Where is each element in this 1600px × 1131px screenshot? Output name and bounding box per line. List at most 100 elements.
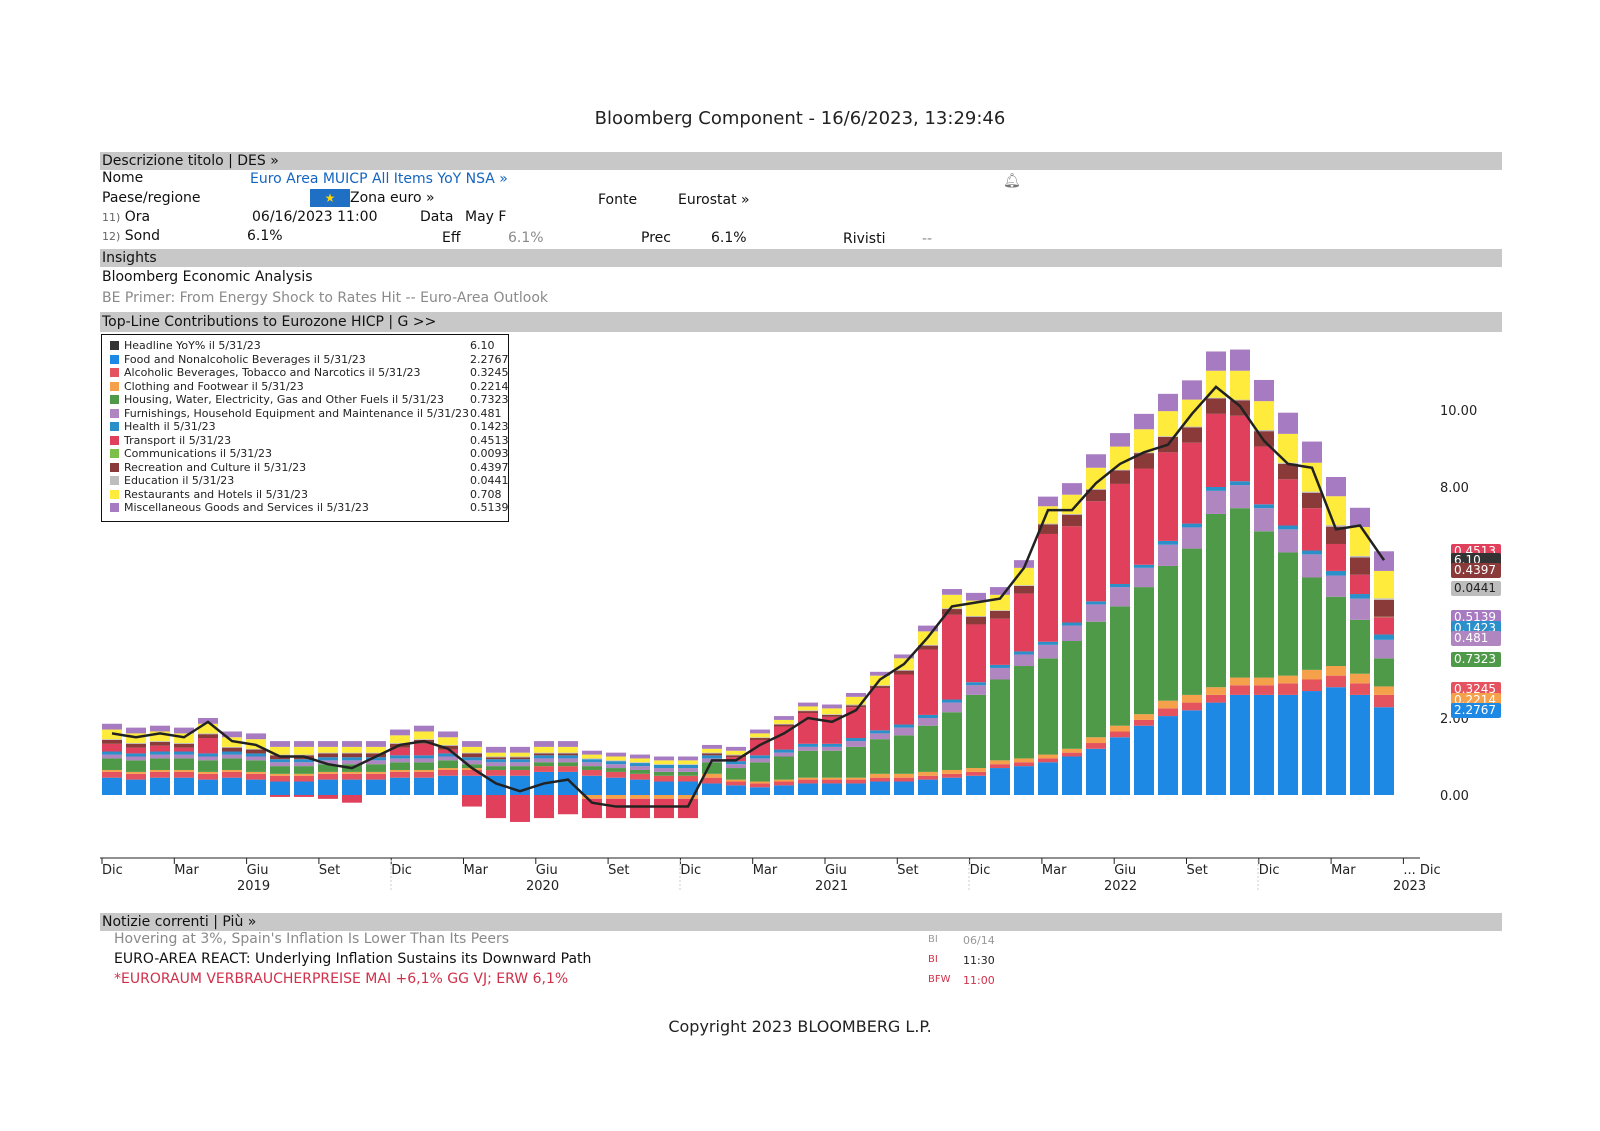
bar-segment-housing: [366, 764, 386, 772]
bar-segment-health: [342, 757, 362, 761]
bar-segment-furnishings: [198, 756, 218, 761]
bar-segment-food: [750, 787, 770, 795]
bar-segment-housing: [1086, 621, 1106, 738]
nome-link[interactable]: Euro Area MUICP All Items YoY NSA »: [250, 171, 508, 187]
bar-segment-alcohol: [1302, 679, 1322, 692]
bar-segment-food: [1206, 702, 1226, 795]
legend-item[interactable]: Housing, Water, Electricity, Gas and Oth…: [110, 393, 509, 406]
bar-segment-transport: [1062, 526, 1082, 623]
bar-segment-restaurants: [606, 756, 626, 761]
bar-segment-health: [582, 759, 602, 763]
legend-item[interactable]: Miscellaneous Goods and Services il 5/31…: [110, 501, 509, 514]
bar-segment-misc: [1158, 393, 1178, 412]
legend-item[interactable]: Education il 5/31/23 0.0441: [110, 474, 509, 487]
bar-segment-food: [1158, 716, 1178, 795]
eu-flag-icon: ★: [310, 189, 350, 207]
bar-segment-education: [1230, 399, 1250, 401]
legend-item[interactable]: Health il 5/31/23 0.1423: [110, 420, 509, 433]
legend-item[interactable]: Food and Nonalcoholic Beverages il 5/31/…: [110, 352, 509, 366]
legend-item[interactable]: Clothing and Footwear il 5/31/23 0.2214: [110, 380, 509, 393]
bar-segment-restaurants: [750, 733, 770, 738]
bar-segment-housing: [942, 712, 962, 770]
bar-segment-alcohol: [726, 781, 746, 786]
legend-swatch: [110, 449, 119, 458]
bar-segment-furnishings: [774, 752, 794, 757]
bar-segment-food: [918, 779, 938, 795]
sond-label: Sond: [124, 228, 160, 244]
x-tick-label: Dic: [102, 863, 123, 878]
bar-segment-housing: [726, 768, 746, 780]
chart-bar[interactable]: Top-Line Contributions to Eurozone HICP …: [100, 312, 1502, 332]
bar-segment-alcohol: [966, 771, 986, 776]
bar-segment-restaurants: [534, 746, 554, 753]
bar-segment-housing: [1158, 565, 1178, 701]
bar-segment-restaurants: [654, 760, 674, 765]
bar-segment-food: [606, 777, 626, 795]
bar-segment-education: [438, 744, 458, 746]
legend-label: Education il 5/31/23: [124, 474, 235, 487]
bar-segment-health: [150, 751, 170, 755]
legend-item[interactable]: Furnishings, Household Equipment and Mai…: [110, 407, 502, 420]
bar-segment-transport: [1206, 413, 1226, 487]
bar-segment-furnishings: [798, 746, 818, 751]
bar-segment-health: [1014, 651, 1034, 655]
bar-segment-clothing: [102, 769, 122, 772]
des-bar[interactable]: Descrizione titolo | DES »: [100, 152, 1502, 170]
bar-segment-clothing: [246, 771, 266, 774]
bar-segment-education: [102, 739, 122, 740]
legend-swatch: [110, 354, 119, 364]
bar-segment-alcohol: [126, 773, 146, 780]
ora-number: 11): [102, 211, 121, 224]
bar-segment-transport: [1158, 452, 1178, 541]
bar-segment-food: [894, 781, 914, 795]
bar-segment-transport: [342, 795, 362, 803]
legend-item[interactable]: Recreation and Culture il 5/31/23 0.4397: [110, 461, 509, 474]
news-headline[interactable]: *EURORAUM VERBRAUCHERPREISE MAI +6,1% GG…: [114, 971, 569, 987]
x-tick-label: Giu: [1114, 863, 1136, 878]
bar-segment-restaurants: [1254, 401, 1274, 431]
bar-segment-transport: [102, 743, 122, 752]
bar-segment-misc: [630, 754, 650, 759]
paese-link[interactable]: Zona euro »: [350, 190, 435, 206]
legend-item[interactable]: Headline YoY% il 5/31/23 6.10: [110, 339, 500, 352]
bar-segment-education: [966, 615, 986, 617]
legend-item[interactable]: Alcoholic Beverages, Tobacco and Narcoti…: [110, 366, 509, 379]
bar-segment-education: [270, 754, 290, 756]
news-headline[interactable]: Hovering at 3%, Spain's Inflation Is Low…: [114, 931, 510, 947]
news-bar[interactable]: Notizie correnti | Più »: [100, 913, 1502, 931]
bar-segment-restaurants: [1086, 467, 1106, 489]
paese-value[interactable]: ★ Zona euro »: [310, 189, 435, 207]
bar-segment-restaurants: [1110, 446, 1130, 470]
bar-segment-furnishings: [390, 758, 410, 763]
bar-segment-clothing: [366, 771, 386, 774]
bar-segment-housing: [150, 758, 170, 770]
bar-segment-transport: [630, 798, 650, 819]
bar-segment-housing: [678, 771, 698, 776]
bar-segment-misc: [318, 741, 338, 747]
bar-segment-alcohol: [558, 766, 578, 772]
bar-segment-recreation: [198, 734, 218, 739]
legend-item[interactable]: Transport il 5/31/23 0.4513: [110, 434, 509, 447]
bell-icon[interactable]: 🔔︎: [1003, 173, 1021, 189]
legend-label: Food and Nonalcoholic Beverages il 5/31/…: [124, 352, 366, 366]
legend-item[interactable]: Communications il 5/31/23 0.0093: [110, 447, 509, 460]
x-year-label: 2020: [526, 879, 559, 894]
insights-link[interactable]: BE Primer: From Energy Shock to Rates Hi…: [102, 290, 549, 306]
bar-segment-recreation: [102, 739, 122, 744]
bar-segment-education: [870, 685, 890, 687]
bar-segment-housing: [414, 762, 434, 770]
fonte-link[interactable]: Eurostat »: [678, 192, 750, 208]
legend-swatch: [110, 489, 119, 499]
bar-segment-misc: [462, 741, 482, 747]
bar-segment-health: [1278, 525, 1298, 530]
bar-segment-restaurants: [390, 735, 410, 744]
bar-segment-restaurants: [726, 750, 746, 755]
ora-label: Ora: [124, 209, 151, 225]
bar-segment-housing: [1038, 658, 1058, 755]
news-headline[interactable]: EURO-AREA REACT: Underlying Inflation Su…: [114, 951, 592, 967]
bar-segment-clothing: [198, 771, 218, 774]
bar-segment-health: [798, 743, 818, 747]
bar-segment-food: [126, 779, 146, 795]
bar-segment-furnishings: [414, 758, 434, 763]
legend-item[interactable]: Restaurants and Hotels il 5/31/23 0.708: [110, 488, 502, 501]
